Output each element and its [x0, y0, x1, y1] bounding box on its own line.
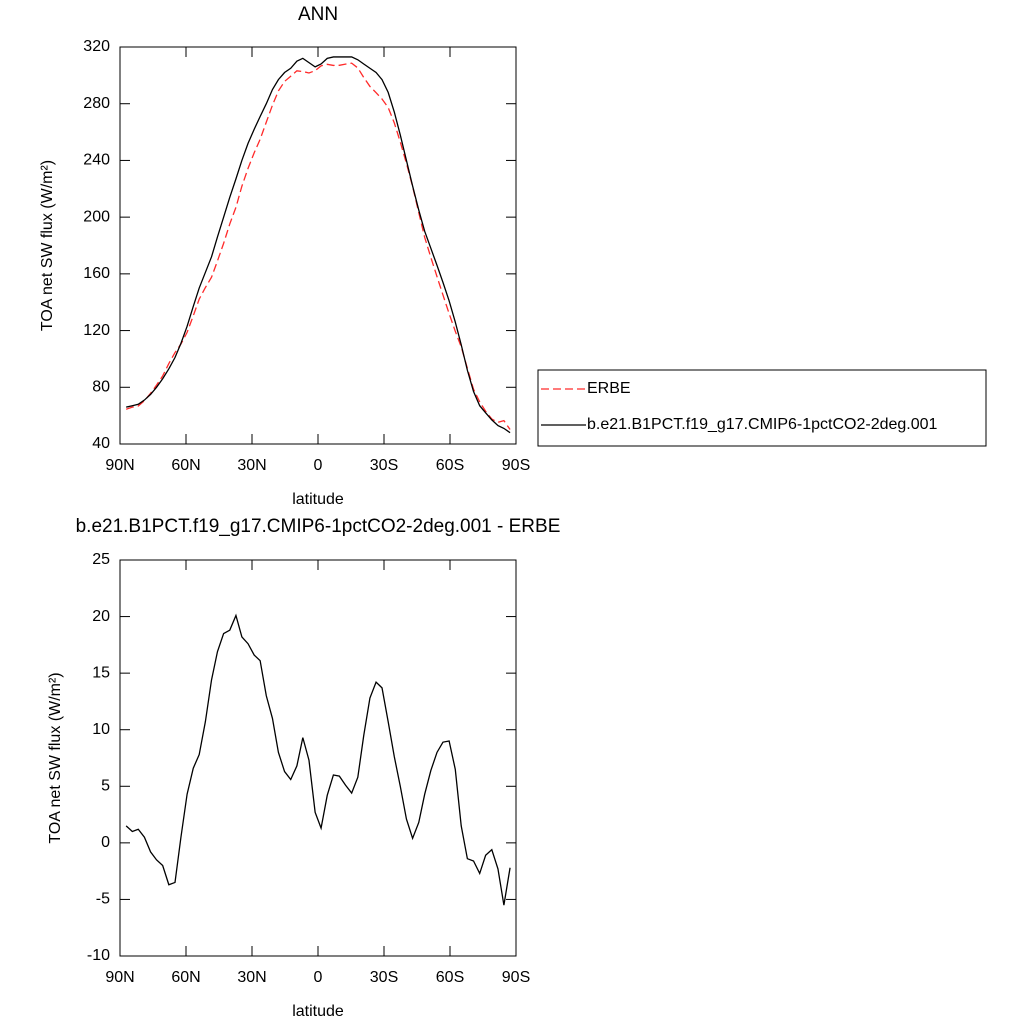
y-tick-label: 10 [92, 721, 110, 738]
y-tick-label: 5 [101, 778, 110, 795]
y-tick-label: 0 [101, 834, 110, 851]
y-axis-label: TOA net SW flux (W/m²) [47, 672, 64, 843]
y-tick-label: -5 [96, 891, 110, 908]
y-tick-label: 280 [83, 95, 110, 112]
x-tick-label: 90S [502, 457, 530, 474]
y-tick-label: 120 [83, 322, 110, 339]
data-line [125, 62, 511, 430]
x-tick-label: 90N [105, 457, 134, 474]
x-tick-label: 60N [171, 969, 200, 986]
y-tick-label: 200 [83, 208, 110, 225]
x-tick-label: 30S [370, 457, 398, 474]
x-tick-label: 0 [314, 969, 323, 986]
x-tick-label: 60S [436, 457, 464, 474]
y-tick-label: 15 [92, 664, 110, 681]
plot-frame [119, 559, 517, 957]
x-axis-label: latitude [292, 1003, 344, 1020]
x-tick-label: 60N [171, 457, 200, 474]
x-tick-label: 90N [105, 969, 134, 986]
data-line [126, 56, 511, 434]
y-tick-label: 20 [92, 608, 110, 625]
x-tick-label: 90S [502, 969, 530, 986]
legend-label: b.e21.B1PCT.f19_g17.CMIP6-1pctCO2-2deg.0… [587, 416, 938, 433]
x-axis-label: latitude [292, 491, 344, 508]
legend-label: ERBE [587, 380, 631, 397]
y-tick-label: 160 [83, 265, 110, 282]
y-tick-label: 40 [92, 435, 110, 452]
y-tick-label: 240 [83, 152, 110, 169]
x-tick-label: 30S [370, 969, 398, 986]
x-tick-label: 30N [237, 969, 266, 986]
y-tick-label: 80 [92, 379, 110, 396]
y-tick-label: 320 [83, 38, 110, 55]
y-tick-label: 25 [92, 551, 110, 568]
legend-box [537, 369, 987, 447]
x-tick-label: 60S [436, 969, 464, 986]
chart-title: ANN [298, 4, 338, 25]
chart-title: b.e21.B1PCT.f19_g17.CMIP6-1pctCO2-2deg.0… [76, 516, 561, 537]
data-line [125, 613, 511, 906]
x-tick-label: 30N [237, 457, 266, 474]
y-tick-label: -10 [87, 947, 110, 964]
x-tick-label: 0 [314, 457, 323, 474]
plot-frame [119, 46, 517, 445]
y-axis-label: TOA net SW flux (W/m²) [39, 160, 56, 331]
